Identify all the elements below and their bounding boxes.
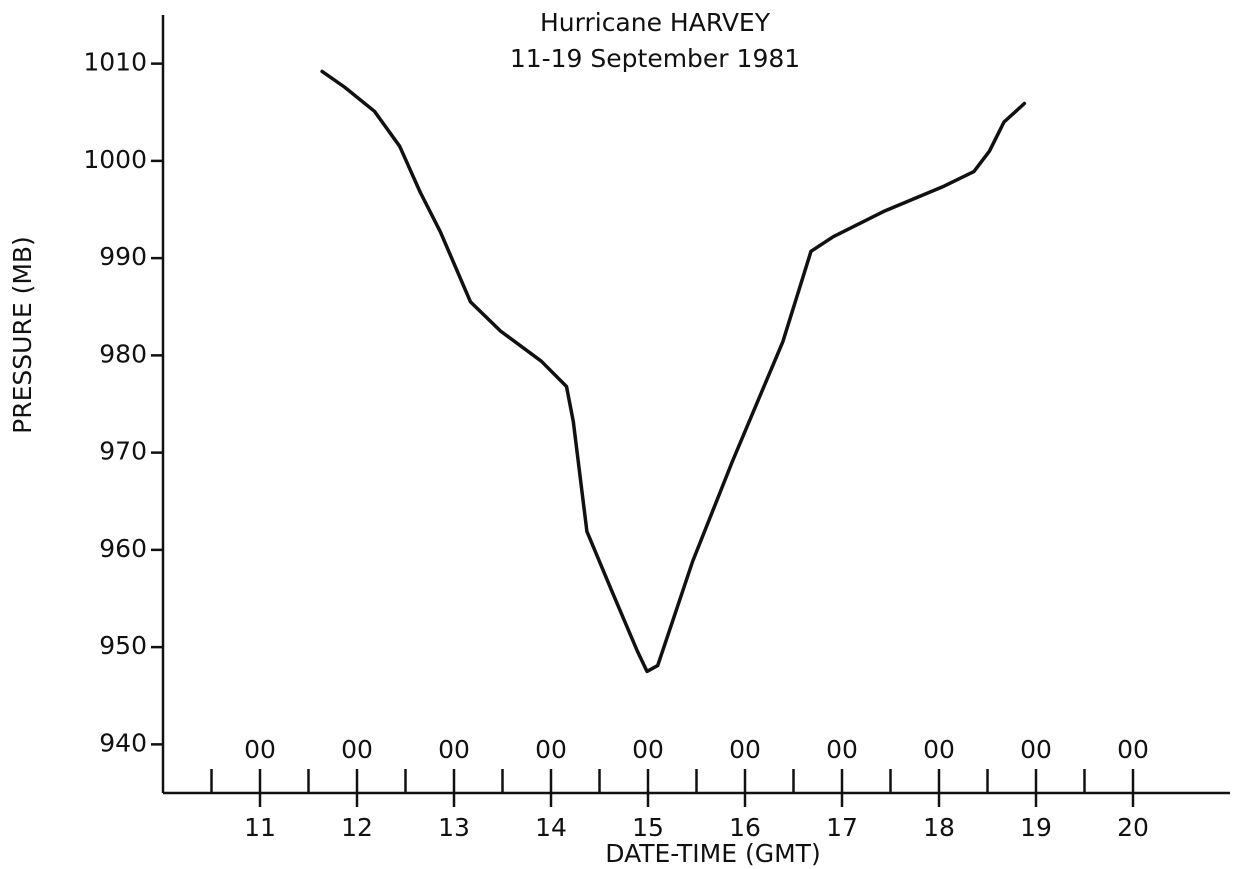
- x-tick-label: 17: [826, 813, 858, 842]
- x-tick-label: 16: [729, 813, 761, 842]
- x-hour-label: 00: [632, 735, 664, 764]
- x-hour-label: 00: [438, 735, 470, 764]
- y-tick-label: 940: [99, 728, 147, 757]
- x-hour-label: 00: [535, 735, 567, 764]
- chart-subtitle: 11-19 September 1981: [510, 44, 800, 73]
- y-tick-label: 950: [99, 631, 147, 660]
- x-hour-label: 00: [341, 735, 373, 764]
- x-hour-label: 00: [826, 735, 858, 764]
- y-tick-label: 1010: [83, 48, 147, 77]
- y-axis-label: PRESSURE (MB): [8, 236, 37, 434]
- x-tick-label: 11: [244, 813, 276, 842]
- y-tick-label: 990: [99, 242, 147, 271]
- x-hour-label: 00: [244, 735, 276, 764]
- y-tick-label: 980: [99, 339, 147, 368]
- x-hour-label: 00: [1117, 735, 1149, 764]
- x-axis-label: DATE-TIME (GMT): [605, 839, 820, 868]
- y-tick-label: 970: [99, 437, 147, 466]
- x-hour-label: 00: [729, 735, 761, 764]
- x-tick-label: 19: [1020, 813, 1052, 842]
- x-tick-label: 15: [632, 813, 664, 842]
- y-tick-label: 960: [99, 534, 147, 563]
- x-tick-label: 14: [535, 813, 567, 842]
- y-tick-label: 1000: [83, 145, 147, 174]
- x-tick-label: 12: [341, 813, 373, 842]
- x-tick-label: 20: [1117, 813, 1149, 842]
- pressure-line: [320, 69, 1027, 674]
- x-tick-label: 13: [438, 813, 470, 842]
- x-hour-label: 00: [923, 735, 955, 764]
- x-tick-label: 18: [923, 813, 955, 842]
- x-hour-label: 00: [1020, 735, 1052, 764]
- chart-title: Hurricane HARVEY: [540, 8, 771, 37]
